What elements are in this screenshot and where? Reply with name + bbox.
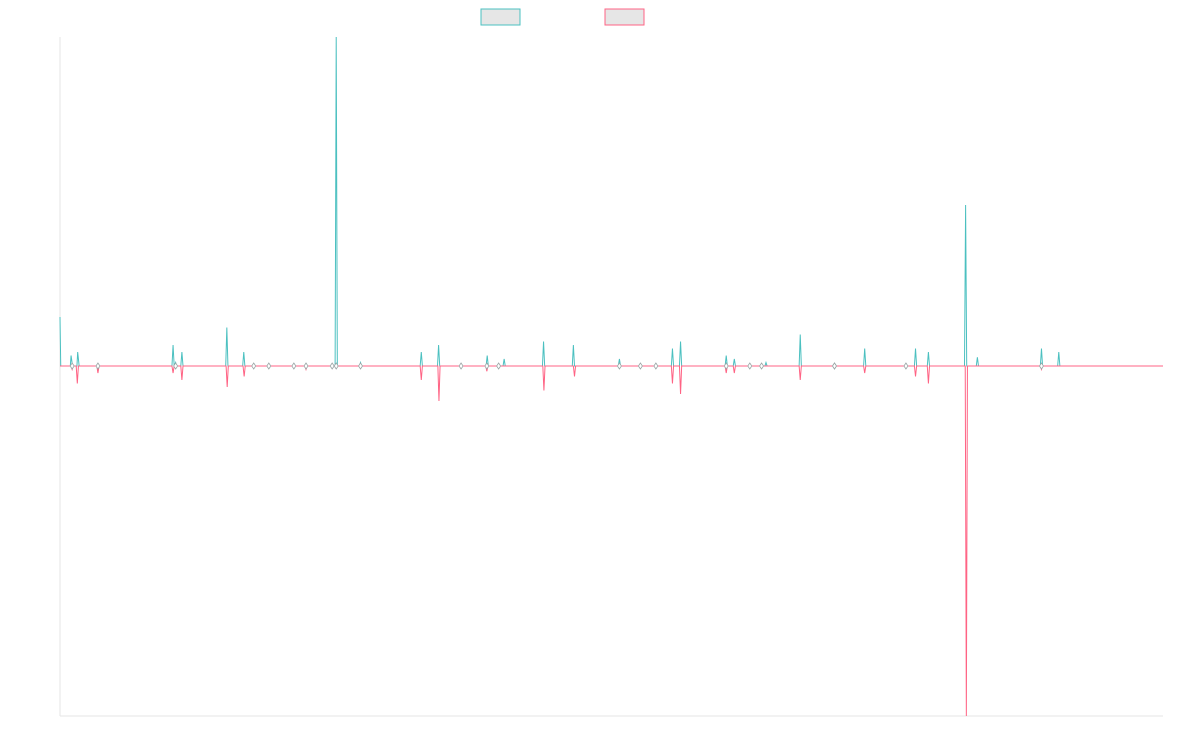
- data-point-marker: [266, 362, 272, 370]
- data-point-marker: [329, 362, 335, 370]
- data-point-marker: [358, 362, 363, 370]
- data-point-marker: [747, 362, 753, 370]
- legend[interactable]: [480, 8, 645, 26]
- data-point-marker: [832, 362, 837, 370]
- legend-swatch: [604, 8, 645, 26]
- axes: [59, 37, 1163, 717]
- marker-layer: [69, 362, 1044, 370]
- data-point-marker: [484, 362, 490, 370]
- data-point-marker: [458, 362, 464, 370]
- data-point-marker: [653, 362, 659, 370]
- data-point-marker: [69, 362, 75, 370]
- data-point-marker: [637, 362, 643, 370]
- series-line-1: [59, 36, 1163, 367]
- data-point-marker: [303, 362, 309, 370]
- series-line-2: [60, 365, 1163, 717]
- data-point-marker: [903, 362, 909, 370]
- data-point-marker: [496, 362, 502, 370]
- data-point-marker: [291, 362, 297, 370]
- data-point-marker: [173, 362, 179, 370]
- legend-item-1[interactable]: [480, 8, 521, 26]
- data-point-marker: [723, 362, 729, 370]
- data-point-marker: [616, 362, 622, 370]
- data-point-marker: [759, 362, 765, 370]
- series-layer: [59, 36, 1163, 717]
- legend-swatch: [480, 8, 521, 26]
- data-point-marker: [95, 362, 101, 370]
- legend-item-2[interactable]: [604, 8, 645, 26]
- data-point-marker: [1038, 362, 1044, 370]
- data-point-marker: [251, 362, 257, 370]
- data-point-marker: [333, 362, 339, 370]
